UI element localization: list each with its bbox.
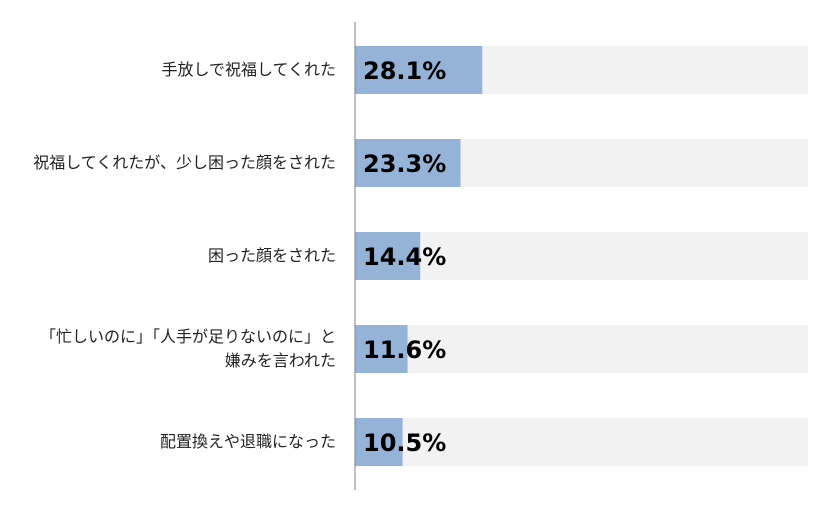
category-label: 祝福してくれたが、少し困った顔をされた: [0, 151, 336, 175]
category-label: 困った顔をされた: [0, 244, 336, 268]
bar-track: [355, 232, 808, 280]
category-label-line: 「忙しいのに」「人手が足りないのに」と: [39, 327, 336, 346]
bar: [355, 232, 421, 280]
category-label-line: 嫌みを言われた: [224, 351, 336, 370]
category-label-line: 祝福してくれたが、少し困った顔をされた: [33, 153, 336, 172]
category-label: 配置換えや退職になった: [0, 430, 336, 454]
data-label: 14.4%: [363, 243, 446, 271]
category-label: 「忙しいのに」「人手が足りないのに」と嫌みを言われた: [0, 325, 336, 373]
category-label-line: 配置換えや退職になった: [159, 432, 336, 451]
bar: [355, 46, 483, 94]
data-label: 28.1%: [363, 57, 446, 85]
category-label-line: 困った顔をされた: [207, 246, 336, 265]
bar-track: [355, 418, 808, 466]
bar: [355, 418, 403, 466]
bar: [355, 325, 408, 373]
bar-track: [355, 325, 808, 373]
category-label: 手放しで祝福してくれた: [0, 58, 336, 82]
category-label-line: 手放しで祝福してくれた: [161, 60, 336, 79]
data-label: 11.6%: [363, 336, 446, 364]
bar: [355, 139, 461, 187]
data-label: 23.3%: [363, 150, 446, 178]
data-label: 10.5%: [363, 429, 446, 457]
